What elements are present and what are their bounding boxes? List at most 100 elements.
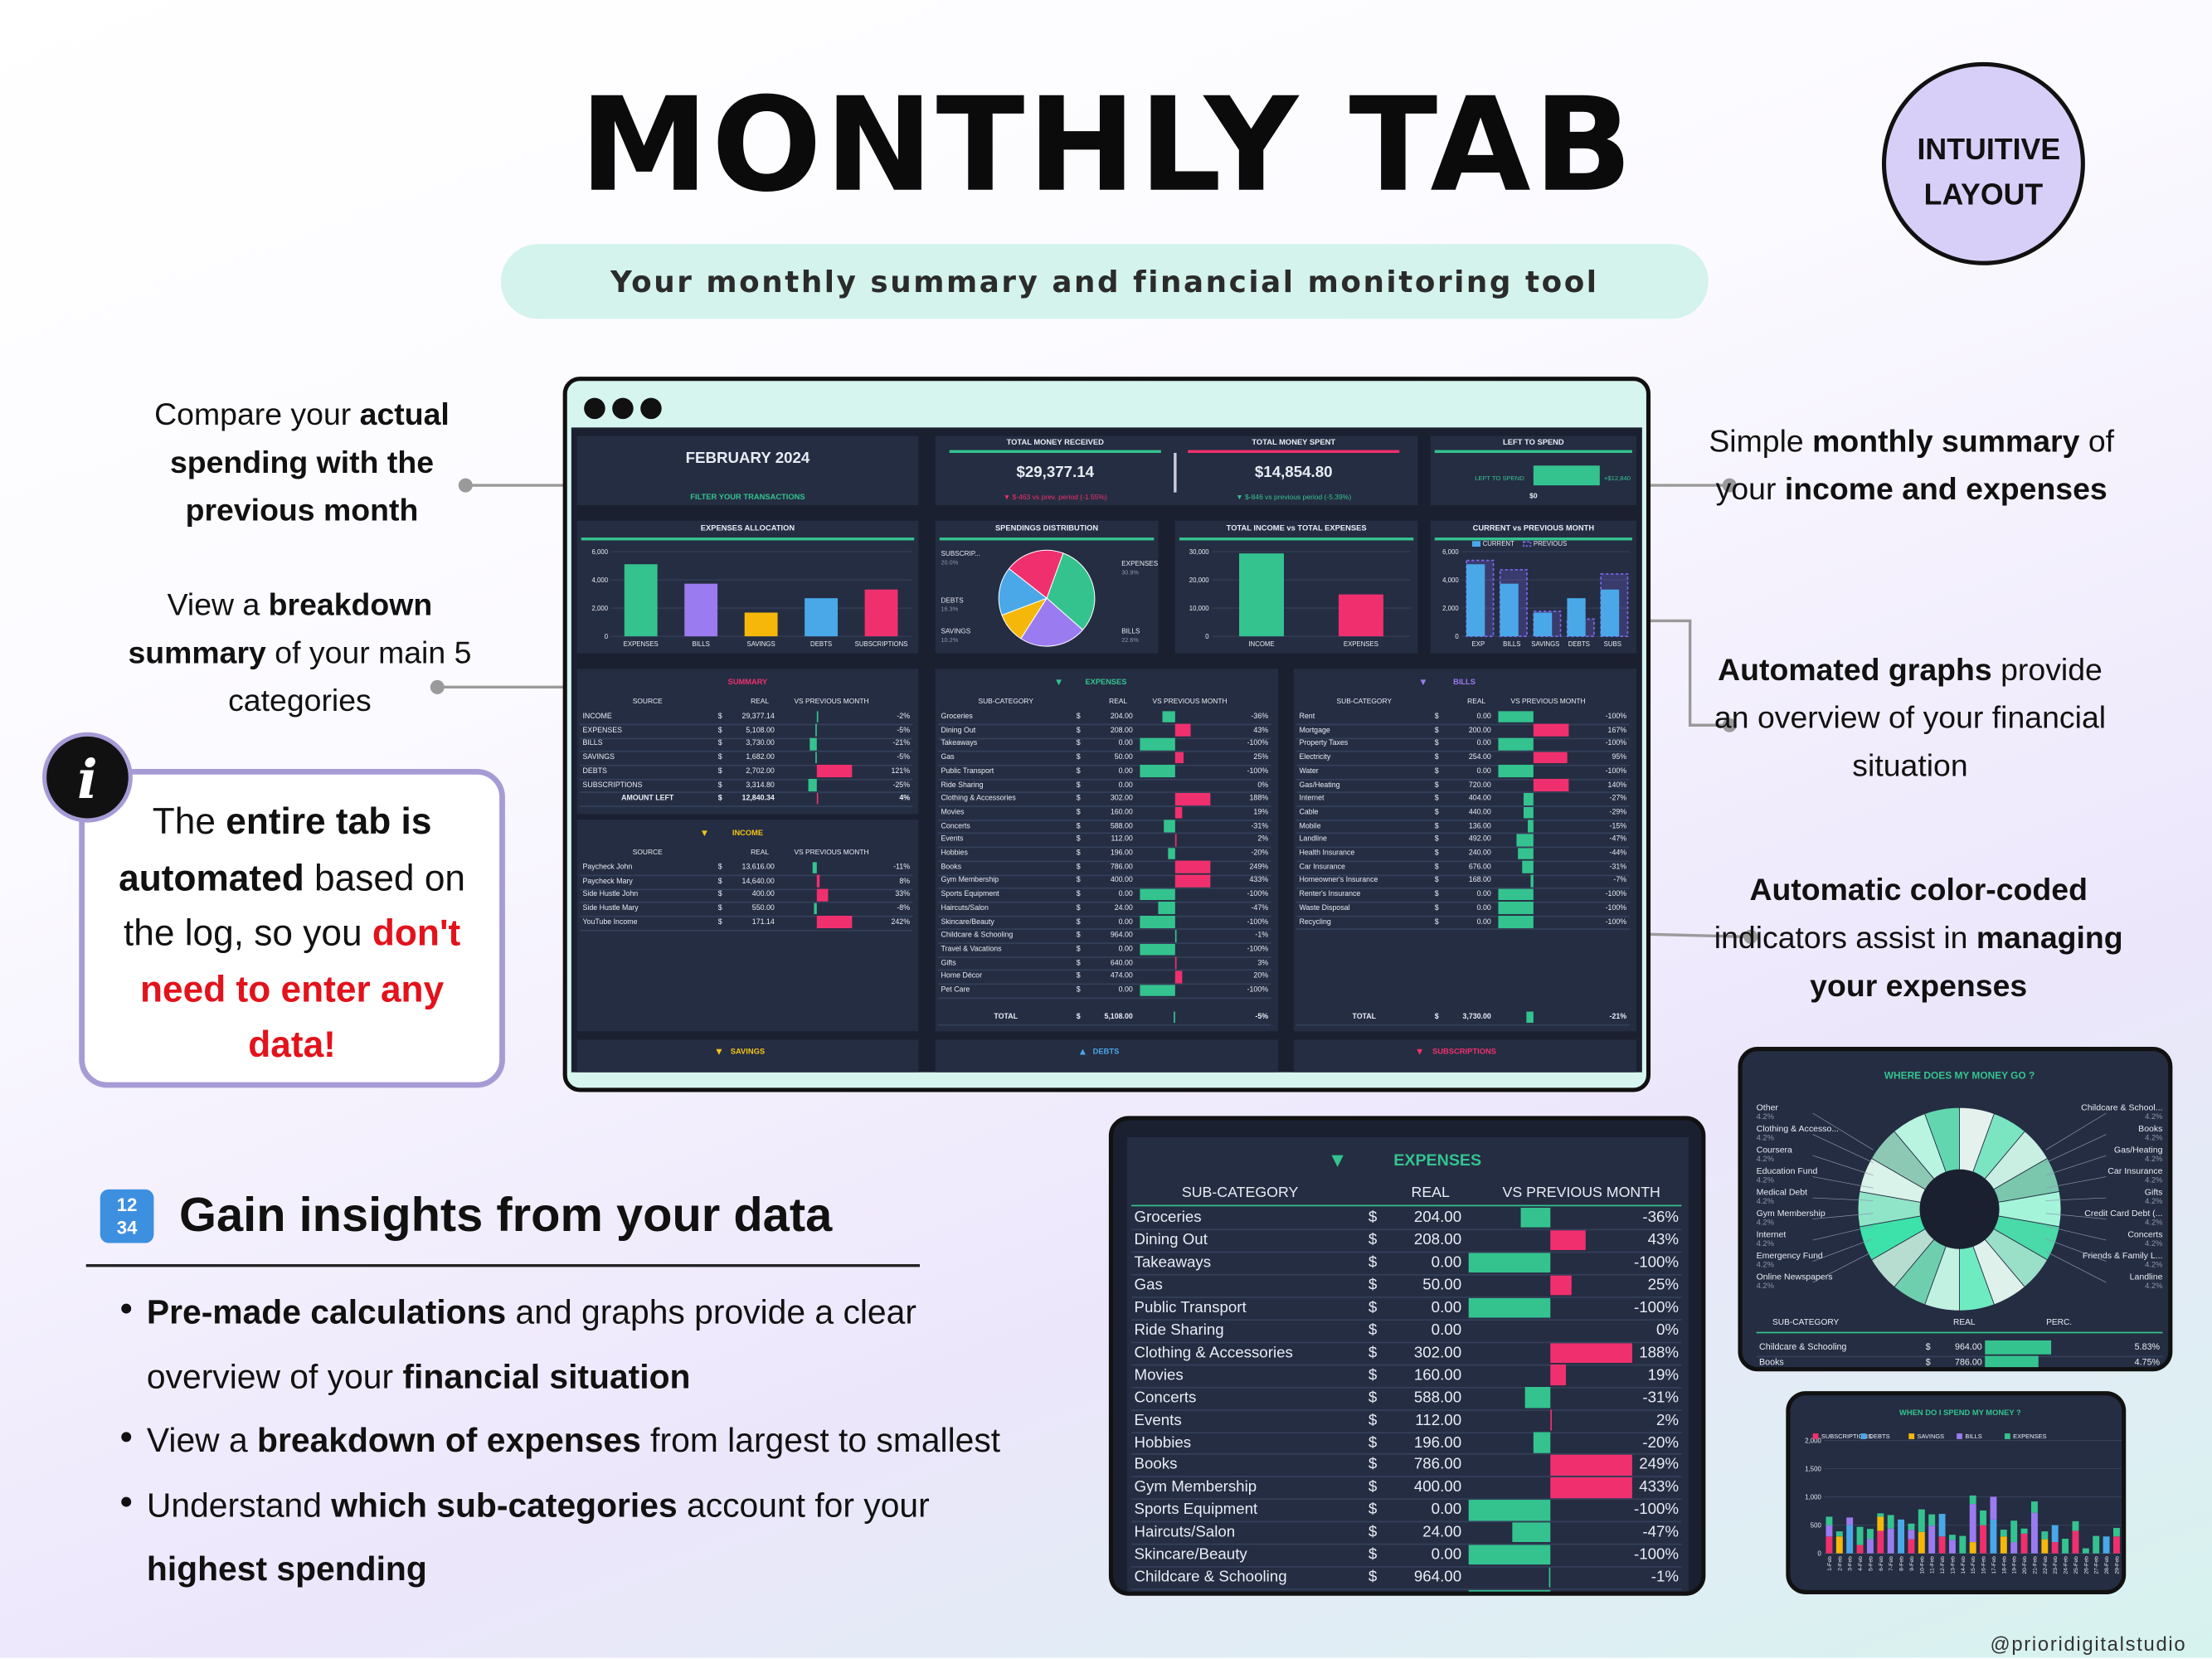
- zoomed-panel: EXPENSES ▼ SUB-CATEGORY REAL VS PREVIOUS MON…: [1127, 1136, 1689, 1592]
- row-change: -100%: [1633, 1253, 1680, 1272]
- bar-cell: [781, 724, 852, 737]
- bar-cell: [1140, 724, 1210, 737]
- bar-cell: [1469, 1365, 1632, 1385]
- legend-swatch: [1812, 1433, 1819, 1439]
- row-line: [580, 805, 913, 806]
- bar-cell: [1469, 1477, 1632, 1498]
- donut-label: Coursera: [1757, 1146, 1792, 1155]
- bar-segment: [2010, 1520, 2018, 1543]
- row-line: [1296, 860, 1630, 862]
- text-segment: The: [152, 800, 226, 843]
- bar-segment: [1969, 1504, 1976, 1543]
- row-change: -31%: [1642, 1389, 1680, 1407]
- row-line: [580, 778, 913, 780]
- row-change: -100%: [1247, 945, 1269, 954]
- row-currency: $: [1368, 1299, 1378, 1316]
- legend-label: PREVIOUS: [1534, 540, 1567, 547]
- data-bar: [1174, 724, 1191, 737]
- y-tick-label: 1,500: [1805, 1465, 1821, 1472]
- row-real: 302.00: [1110, 794, 1133, 804]
- row-currency: $: [1368, 1277, 1378, 1294]
- data-bar: [1174, 806, 1182, 819]
- row-line: [1131, 1318, 1682, 1320]
- data-bar: [816, 792, 819, 805]
- text-segment: don't need to enter any data!: [139, 911, 461, 1066]
- row-change: 2%: [1257, 835, 1269, 844]
- bar-cell: [1469, 1567, 1632, 1588]
- donut-label: Gifts: [2145, 1188, 2163, 1198]
- table-marker: ▼: [699, 829, 710, 839]
- bar-segment: [2103, 1536, 2110, 1554]
- x-tick-label: 23-Feb: [2053, 1556, 2059, 1574]
- bar-cell: [1498, 792, 1568, 805]
- row-real: 204.00: [1110, 712, 1133, 722]
- row-real: 168.00: [1468, 876, 1491, 886]
- row-real: 440.00: [1468, 808, 1491, 817]
- legend-label: SUBSCRIPTIONS: [1821, 1433, 1872, 1440]
- x-tick-label: EXPENSES: [1344, 640, 1378, 648]
- row-real: 196.00: [1110, 849, 1133, 859]
- x-tick-label: 18-Feb: [2001, 1556, 2007, 1574]
- x-tick-label: 19-Feb: [2012, 1556, 2018, 1574]
- row-change: -100%: [1605, 917, 1627, 927]
- bar-segment: [2041, 1539, 2049, 1554]
- legend-label: EXPENSES: [2013, 1433, 2046, 1440]
- data-bar: [1498, 916, 1534, 928]
- row-currency: $: [1368, 1457, 1378, 1474]
- row-currency: $: [1434, 917, 1439, 927]
- row-line: [938, 873, 1271, 875]
- row-real: 1,682.00: [746, 753, 775, 762]
- x-tick-label: 4-Feb: [1858, 1556, 1864, 1571]
- bar-segment: [1887, 1528, 1894, 1554]
- row-change: -5%: [897, 753, 911, 762]
- bar-cell: [1498, 834, 1568, 846]
- bar-segment: [2072, 1530, 2079, 1554]
- row-name: Books: [1759, 1358, 1784, 1369]
- zoomed-expenses: EXPENSES ▼ SUB-CATEGORY REAL VS PREVIOUS MON…: [1108, 1116, 1706, 1596]
- bar-cell: [1140, 765, 1210, 778]
- row-real: 0.00: [1476, 917, 1491, 927]
- data-bar: [1174, 861, 1211, 873]
- row-currency: $: [1434, 808, 1439, 817]
- row-line: [580, 915, 913, 917]
- row-change: 19%: [1253, 808, 1269, 817]
- row-change: -47%: [1609, 835, 1627, 844]
- text-segment: Automatic color-coded: [1749, 872, 2088, 907]
- row-name: SUBSCRIPTIONS: [582, 781, 643, 790]
- title-underline: [1434, 538, 1632, 540]
- y-tick-label: 0: [605, 633, 609, 640]
- legend-swatch: [1908, 1433, 1915, 1439]
- donut-label: Friends & Family L...: [2083, 1251, 2163, 1261]
- text-segment: financial situation: [402, 1358, 691, 1397]
- expenses-panel: EXPENSES ▼ SUB-CATEGORY REAL VS PREVIOUS MON…: [935, 669, 1279, 1032]
- data-bar: [1158, 902, 1175, 915]
- row-line: [1296, 778, 1630, 780]
- x-tick-label: 27-Feb: [2094, 1556, 2100, 1574]
- row-currency: $: [1434, 726, 1439, 735]
- data-bar: [1550, 1342, 1632, 1363]
- donut-label: Clothing & Accesso...: [1757, 1124, 1840, 1134]
- row-name: Skincare/Beauty: [941, 917, 994, 927]
- column-header: VS PREVIOUS MONTH: [794, 849, 869, 858]
- dot: [458, 478, 473, 493]
- row-change: 249%: [1639, 1457, 1680, 1474]
- leader-line: [1812, 1112, 1874, 1151]
- bar-segment: [1877, 1513, 1884, 1517]
- row-change: -2%: [897, 712, 911, 722]
- row-name: Renter's Insurance: [1299, 890, 1361, 899]
- x-tick-label: 8-Feb: [1899, 1556, 1905, 1571]
- donut-value-label: 4.2%: [1757, 1218, 1774, 1226]
- legend-label: SAVINGS: [1918, 1433, 1945, 1440]
- donut-value-label: 4.2%: [2145, 1155, 2162, 1163]
- table-title: EXPENSES: [1085, 679, 1127, 688]
- chart-title: EXPENSES ALLOCATION: [700, 524, 795, 533]
- row-change: -27%: [1609, 794, 1627, 804]
- kpi-title: TOTAL MONEY RECEIVED: [1006, 438, 1104, 448]
- row-name: Rent: [1299, 712, 1315, 722]
- bar-cell: [1140, 834, 1210, 846]
- data-bar: [1525, 1010, 1534, 1024]
- kpi-underline: [949, 450, 1161, 453]
- bar-cell: [1498, 1010, 1568, 1024]
- row-real: 0.00: [1476, 903, 1491, 913]
- row-change: 433%: [1639, 1479, 1680, 1496]
